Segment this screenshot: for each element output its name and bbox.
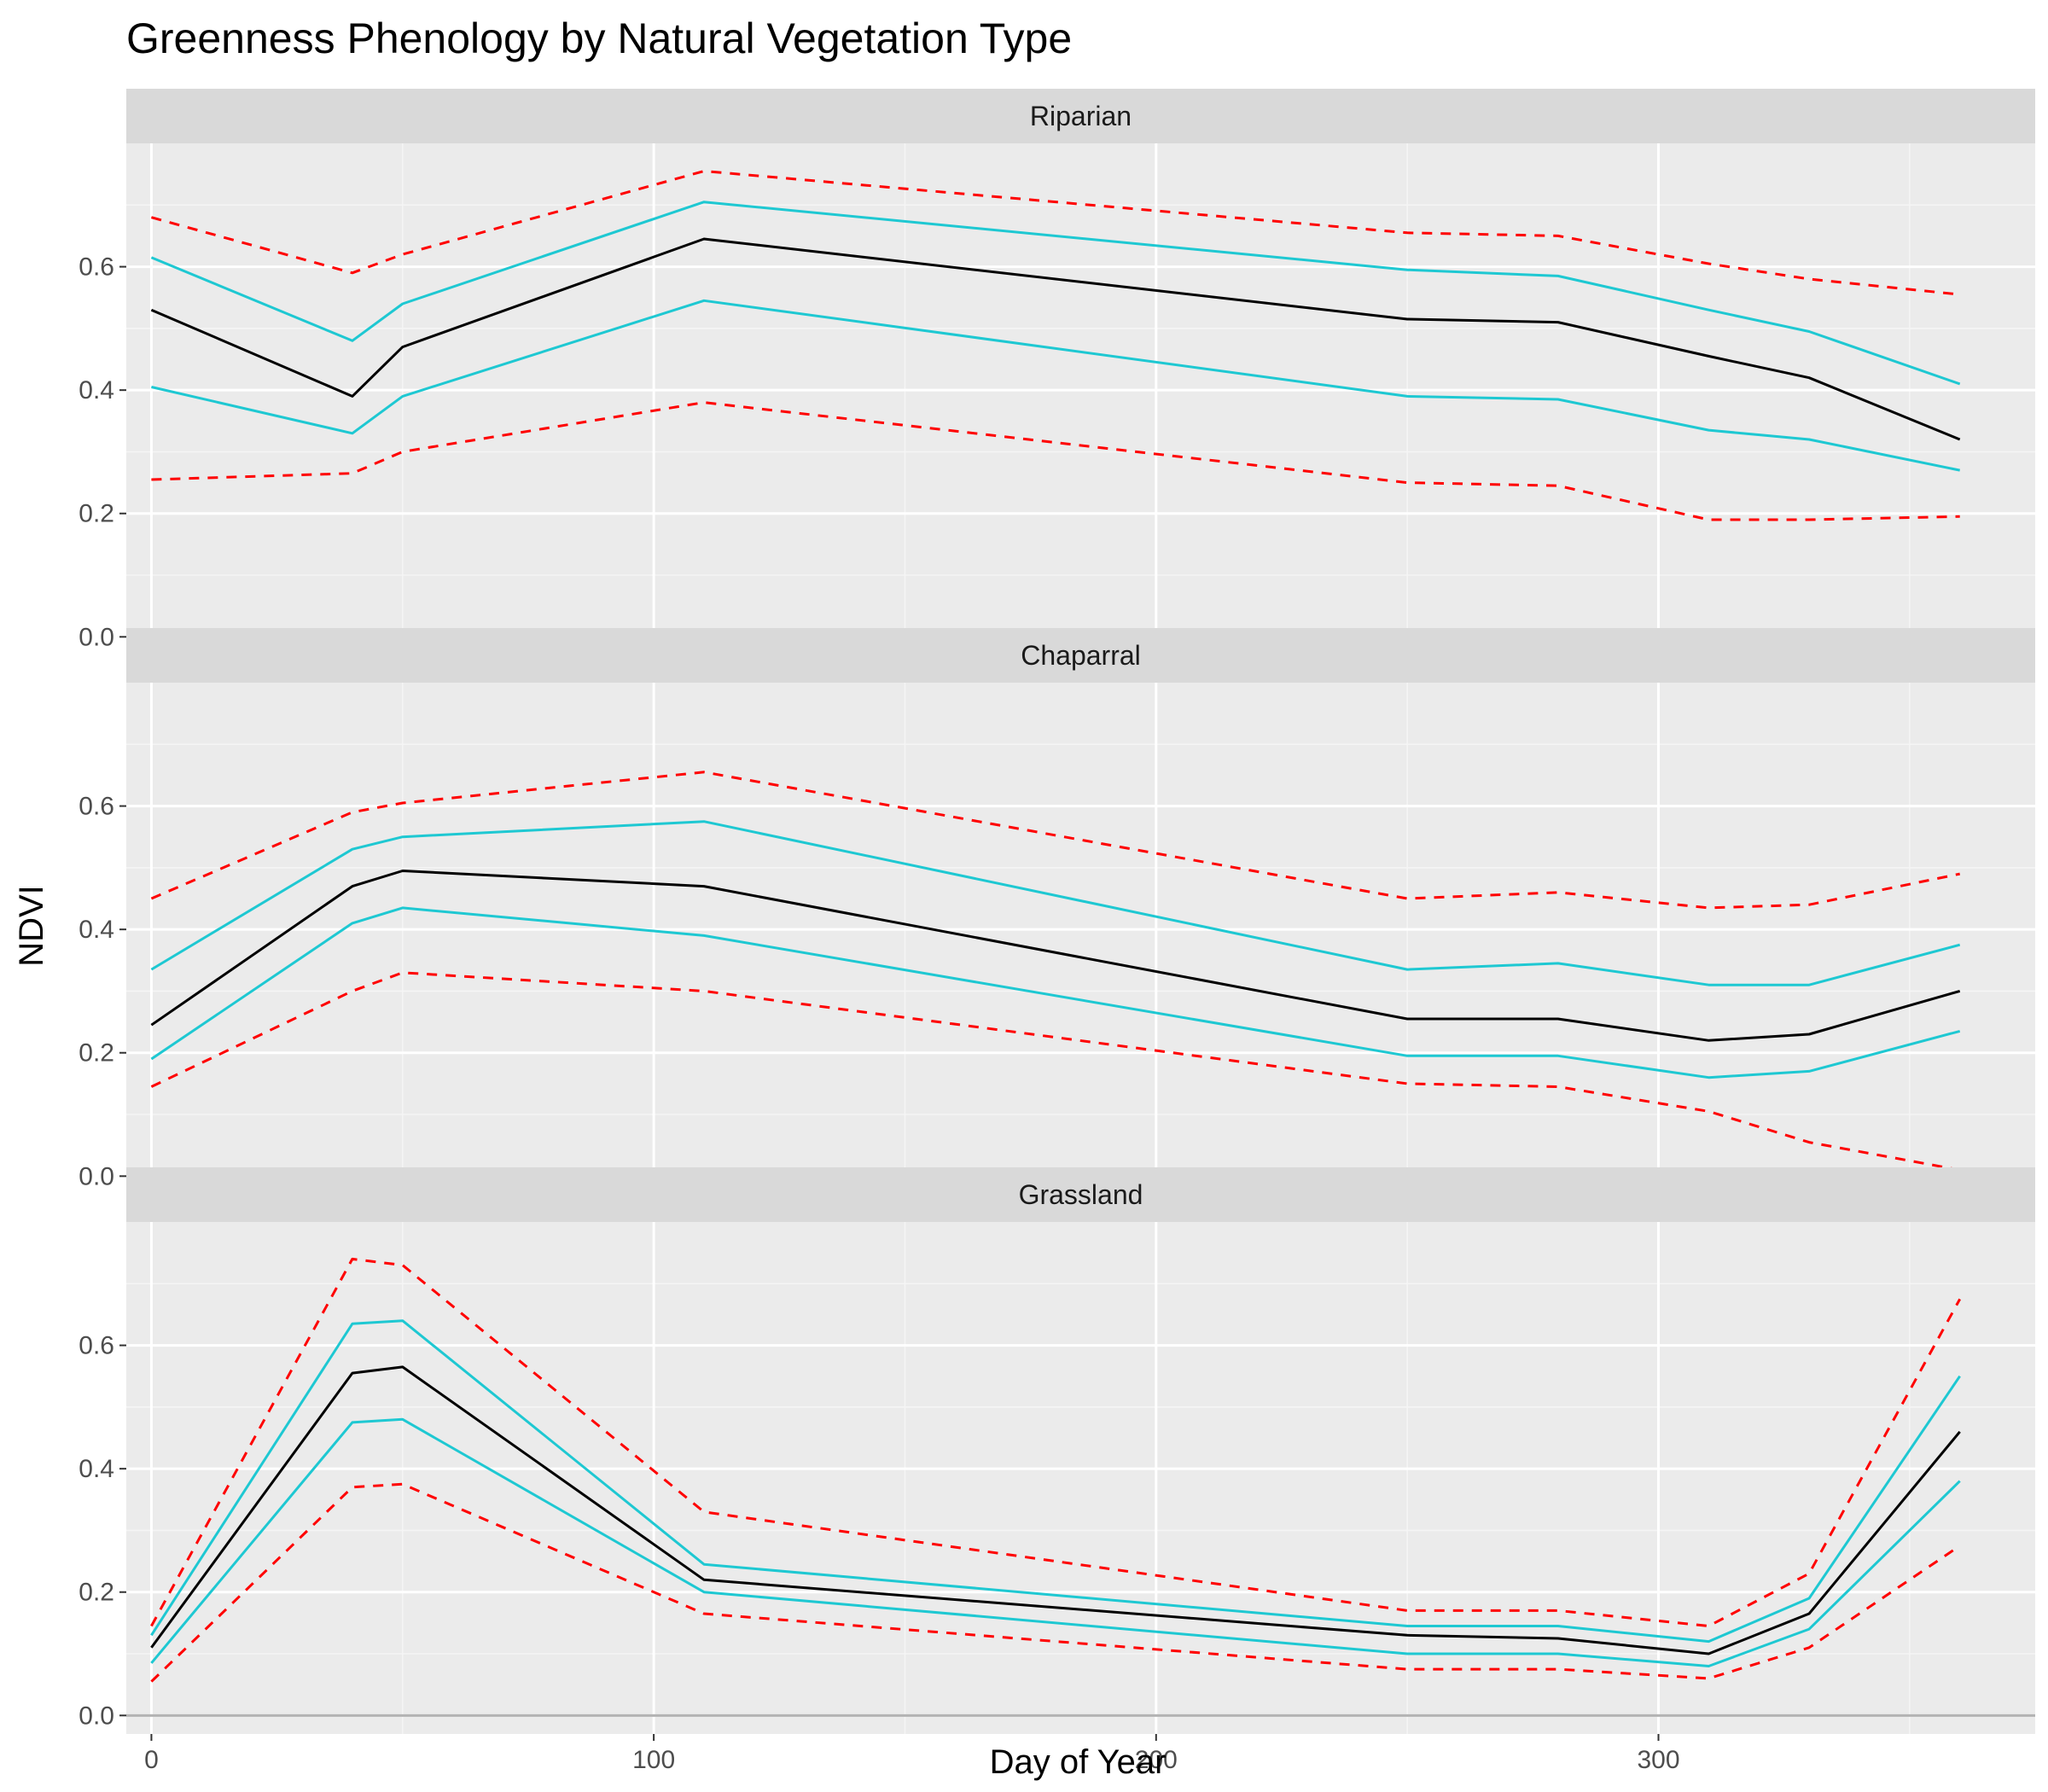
x-axis: 0 100 200 300	[144, 1734, 1680, 1774]
series-outer-lower	[150, 971, 1960, 1172]
y-tick-label: 0.2	[79, 1579, 114, 1607]
series-mean	[150, 1365, 1961, 1655]
series-outer-lower	[150, 1482, 1961, 1683]
y-tick-label: 0.6	[79, 253, 114, 282]
facet-strip	[126, 628, 2035, 683]
series-inner-lower	[150, 1417, 1961, 1667]
y-tick-label: 0.2	[79, 1039, 114, 1068]
y-tick-label: 0.0	[79, 1162, 114, 1190]
series-inner-upper	[150, 1319, 1961, 1644]
x-tick-label: 200	[1135, 1746, 1178, 1774]
series-inner-upper	[150, 201, 1961, 386]
y-axis-title: NDVI	[13, 885, 50, 967]
series-outer-upper	[150, 771, 1961, 910]
series-outer-upper	[151, 170, 1960, 296]
facet-strip	[126, 89, 2035, 143]
x-axis-title: Day of Year	[990, 1743, 1167, 1781]
y-tick-label: 0.2	[79, 500, 114, 528]
facet-riparian: Riparian 0.0 0.2 0.4 0.6	[79, 89, 2035, 655]
facet-strip	[126, 1167, 2035, 1222]
panel-background	[126, 1222, 2035, 1734]
facet-strip-label: Chaparral	[1021, 640, 1141, 671]
series-inner-upper	[150, 820, 1961, 986]
series-outer-lower	[151, 401, 1960, 521]
y-tick-label: 0.6	[79, 1332, 114, 1360]
facet-strip-label: Riparian	[1030, 101, 1132, 131]
y-tick-label: 0.4	[79, 1455, 114, 1483]
facet-panels: Riparian 0.0 0.2 0.4 0.6 Chaparral 0.0 0.2 0.4 0.…	[79, 89, 2035, 1734]
y-tick-label: 0.0	[79, 623, 114, 651]
x-tick-label: 300	[1637, 1746, 1679, 1774]
panel-background	[126, 143, 2035, 655]
series-mean	[150, 237, 1961, 441]
series-outer-upper	[150, 1257, 1962, 1627]
panel-background	[126, 683, 2035, 1195]
series-mean	[150, 870, 1961, 1042]
y-tick-label: 0.4	[79, 376, 114, 404]
chart-title: Greenness Phenology by Natural Vegetatio…	[126, 15, 1072, 62]
x-tick-label: 100	[632, 1746, 675, 1774]
series-inner-lower	[150, 906, 1961, 1079]
y-tick-label: 0.0	[79, 1702, 114, 1730]
x-tick-label: 0	[144, 1746, 159, 1774]
y-tick-label: 0.6	[79, 793, 114, 821]
series-inner-lower	[151, 299, 1961, 472]
facet-strip-label: Grassland	[1019, 1179, 1143, 1210]
facet-grassland: Grassland 0.0 0.2 0.4 0.6	[79, 1167, 2035, 1734]
y-tick-label: 0.4	[79, 916, 114, 944]
facet-chaparral: Chaparral 0.0 0.2 0.4 0.6	[79, 628, 2035, 1195]
